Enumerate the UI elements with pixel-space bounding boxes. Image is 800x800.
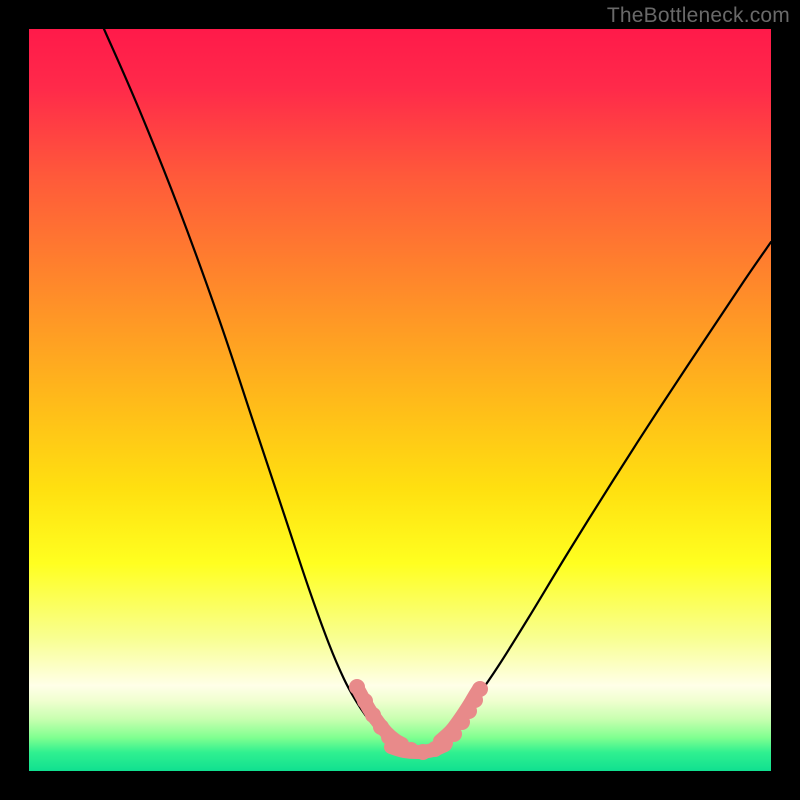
gradient-background: [29, 29, 771, 771]
watermark-text: TheBottleneck.com: [607, 4, 790, 28]
chart-stage: TheBottleneck.com: [0, 0, 800, 800]
bottleneck-curve-chart: [29, 29, 771, 771]
chart-svg: [29, 29, 771, 771]
